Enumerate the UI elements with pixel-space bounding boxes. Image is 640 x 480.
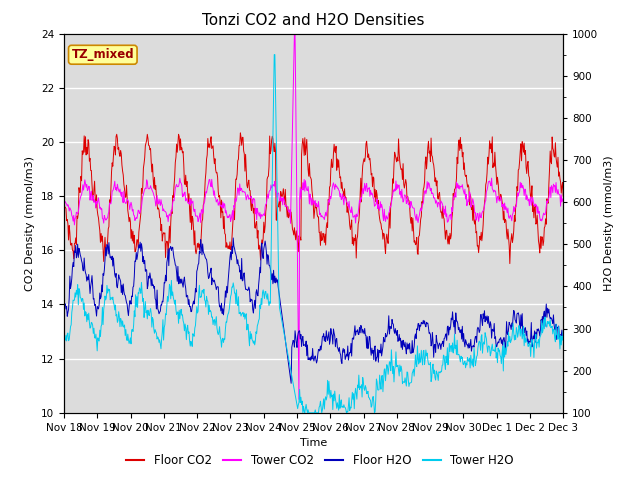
- Floor CO2: [236, 143, 243, 148]
- Tower H2O: [299, 410, 307, 416]
- Line: Tower H2O: Tower H2O: [64, 55, 563, 413]
- Floor H2O: [211, 277, 218, 283]
- Floor CO2: [60, 186, 68, 192]
- Tower CO2: [60, 202, 68, 207]
- Tower H2O: [270, 52, 278, 58]
- Title: Tonzi CO2 and H2O Densities: Tonzi CO2 and H2O Densities: [202, 13, 425, 28]
- Floor CO2: [119, 168, 127, 174]
- Y-axis label: CO2 Density (mmol/m3): CO2 Density (mmol/m3): [26, 156, 35, 291]
- Line: Tower CO2: Tower CO2: [64, 34, 563, 399]
- Floor H2O: [255, 282, 262, 288]
- Floor H2O: [229, 235, 237, 241]
- Tower H2O: [559, 328, 567, 334]
- Tower CO2: [559, 196, 567, 202]
- Floor H2O: [119, 292, 127, 298]
- Tower H2O: [211, 317, 218, 323]
- Tower CO2: [295, 396, 303, 402]
- Floor CO2: [506, 261, 514, 266]
- Floor CO2: [255, 246, 262, 252]
- Tower CO2: [211, 188, 218, 194]
- Floor CO2: [365, 157, 373, 163]
- Y-axis label: H2O Density (mmol/m3): H2O Density (mmol/m3): [604, 156, 614, 291]
- Floor H2O: [60, 304, 68, 310]
- Tower H2O: [394, 362, 402, 368]
- Line: Floor H2O: Floor H2O: [64, 238, 563, 384]
- Tower CO2: [254, 209, 262, 215]
- Floor CO2: [559, 193, 567, 199]
- Tower CO2: [236, 192, 243, 198]
- Tower CO2: [394, 186, 402, 192]
- Text: TZ_mixed: TZ_mixed: [72, 48, 134, 61]
- Floor CO2: [394, 155, 401, 160]
- Floor H2O: [287, 381, 295, 386]
- X-axis label: Time: Time: [300, 438, 327, 448]
- Tower H2O: [254, 321, 262, 327]
- Tower H2O: [60, 341, 68, 347]
- Legend: Floor CO2, Tower CO2, Floor H2O, Tower H2O: Floor CO2, Tower CO2, Floor H2O, Tower H…: [122, 449, 518, 472]
- Floor H2O: [559, 336, 567, 342]
- Floor H2O: [236, 269, 244, 275]
- Tower CO2: [119, 198, 127, 204]
- Floor CO2: [237, 130, 244, 136]
- Tower CO2: [291, 31, 298, 36]
- Floor CO2: [211, 161, 218, 167]
- Tower H2O: [366, 397, 374, 403]
- Floor H2O: [366, 334, 374, 340]
- Tower H2O: [236, 311, 243, 316]
- Tower CO2: [366, 193, 374, 199]
- Line: Floor CO2: Floor CO2: [64, 133, 563, 264]
- Tower H2O: [119, 318, 127, 324]
- Floor H2O: [394, 338, 402, 344]
